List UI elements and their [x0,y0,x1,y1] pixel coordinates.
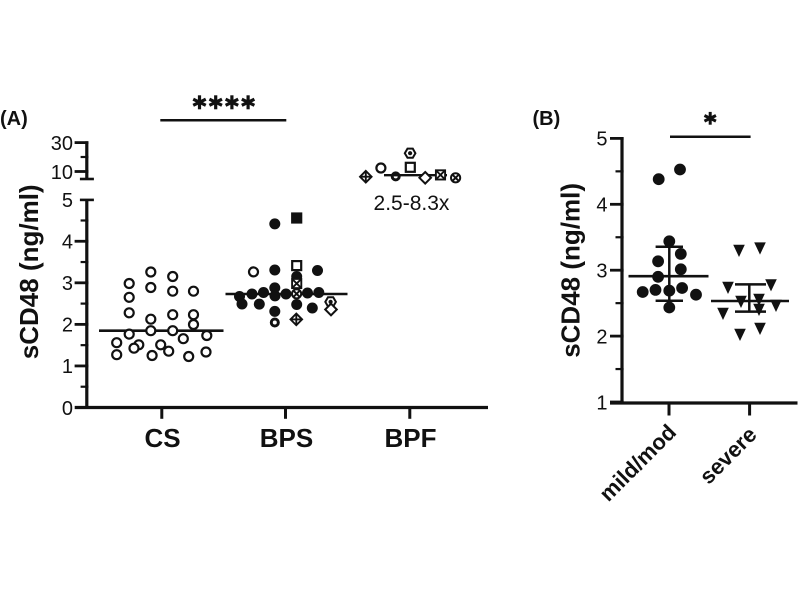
svg-text:4: 4 [62,232,73,254]
svg-text:CS: CS [144,423,180,453]
svg-text:BPF: BPF [385,423,437,453]
svg-text:(A): (A) [0,108,28,130]
svg-text:2.5-8.3x: 2.5-8.3x [374,192,450,215]
svg-text:10: 10 [51,162,73,184]
svg-text:(B): (B) [533,108,561,130]
svg-text:3: 3 [596,261,607,283]
svg-text:BPS: BPS [260,423,313,453]
svg-text:30: 30 [51,133,73,155]
svg-text:1: 1 [596,392,607,414]
svg-text:5: 5 [596,129,607,151]
svg-text:2: 2 [62,315,73,337]
svg-text:2: 2 [596,326,607,348]
svg-text:1: 1 [62,356,73,378]
svg-text:sCD48 (ng/ml): sCD48 (ng/ml) [556,183,586,358]
svg-text:0: 0 [62,398,73,420]
svg-text:5: 5 [62,190,73,212]
svg-text:sCD48 (ng/ml): sCD48 (ng/ml) [14,184,44,359]
svg-text:3: 3 [62,273,73,295]
svg-text:4: 4 [596,195,607,217]
